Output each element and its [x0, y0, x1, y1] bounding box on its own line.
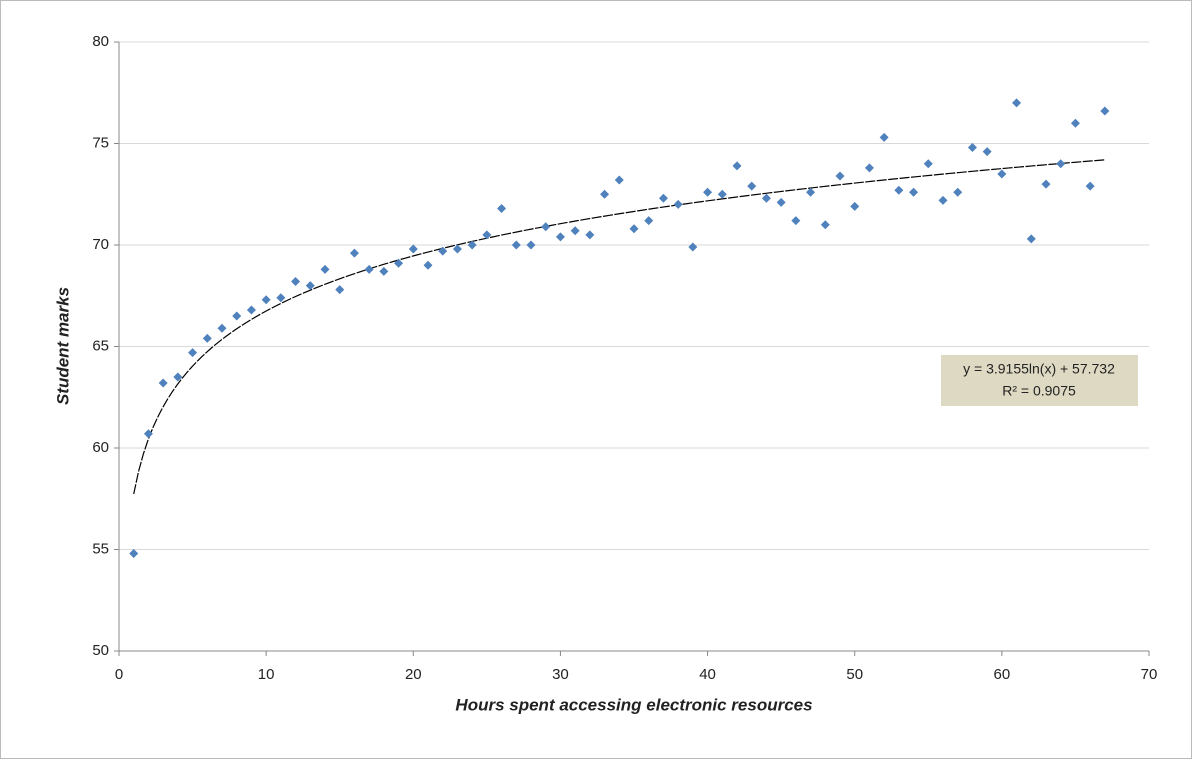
x-axis-title: Hours spent accessing electronic resourc…: [455, 695, 812, 714]
point: [526, 240, 536, 250]
point: [850, 201, 860, 211]
trendline-equation: y = 3.9155ln(x) + 57.732: [963, 361, 1115, 377]
point: [291, 277, 301, 287]
point: [938, 195, 948, 205]
point: [600, 189, 610, 199]
point: [585, 230, 595, 240]
point: [438, 246, 448, 256]
point: [570, 226, 580, 236]
point: [967, 143, 977, 153]
y-tick-label: 60: [92, 439, 109, 456]
y-tick-label: 75: [92, 134, 109, 151]
point: [320, 264, 330, 274]
point: [335, 285, 345, 295]
point: [143, 429, 153, 439]
point: [511, 240, 521, 250]
point: [644, 216, 654, 226]
point: [879, 132, 889, 142]
point: [820, 220, 830, 230]
point: [246, 305, 256, 315]
y-tick-label: 50: [92, 642, 109, 659]
point: [129, 549, 139, 559]
point: [261, 295, 271, 305]
y-tick-label: 80: [92, 33, 109, 50]
point: [982, 147, 992, 157]
point: [1100, 106, 1110, 116]
point: [217, 323, 227, 333]
point: [864, 163, 874, 173]
point: [1026, 234, 1036, 244]
point: [732, 161, 742, 171]
y-tick-label: 70: [92, 236, 109, 253]
point: [776, 197, 786, 207]
point: [997, 169, 1007, 179]
point: [791, 216, 801, 226]
point: [909, 187, 919, 197]
point: [1070, 118, 1080, 128]
point: [658, 193, 668, 203]
x-tick-label: 0: [115, 666, 123, 683]
point: [1085, 181, 1095, 191]
point: [467, 240, 477, 250]
point: [555, 232, 565, 242]
point: [408, 244, 418, 254]
point: [703, 187, 713, 197]
x-tick-label: 70: [1141, 666, 1158, 683]
trendline-r-squared: R² = 0.9075: [1002, 383, 1076, 399]
point: [806, 187, 816, 197]
point: [349, 248, 359, 258]
point: [747, 181, 757, 191]
point: [688, 242, 698, 252]
x-tick-label: 10: [258, 666, 275, 683]
point: [1012, 98, 1022, 108]
point: [188, 348, 198, 358]
point: [923, 159, 933, 169]
y-axis-title: Student marks: [53, 287, 72, 405]
point: [202, 333, 212, 343]
point: [614, 175, 624, 185]
point: [423, 260, 433, 270]
trendline-label-box: [941, 355, 1138, 406]
point: [364, 264, 374, 274]
point: [497, 203, 507, 213]
point: [629, 224, 639, 234]
y-tick-label: 65: [92, 337, 109, 354]
point: [541, 222, 551, 232]
x-tick-label: 40: [699, 666, 716, 683]
point: [276, 293, 286, 303]
trendline: [133, 159, 1105, 495]
point: [379, 266, 389, 276]
point: [305, 281, 315, 291]
point: [761, 193, 771, 203]
point: [835, 171, 845, 181]
y-tick-label: 55: [92, 540, 109, 557]
x-tick-label: 20: [405, 666, 422, 683]
point: [894, 185, 904, 195]
point: [232, 311, 242, 321]
point: [452, 244, 462, 254]
x-tick-label: 50: [846, 666, 863, 683]
point: [673, 199, 683, 209]
point: [717, 189, 727, 199]
point: [173, 372, 183, 382]
x-tick-label: 60: [994, 666, 1011, 683]
point: [1041, 179, 1051, 189]
point: [158, 378, 168, 388]
point: [953, 187, 963, 197]
point: [394, 258, 404, 268]
x-tick-label: 30: [552, 666, 569, 683]
point: [1056, 159, 1066, 169]
point: [482, 230, 492, 240]
